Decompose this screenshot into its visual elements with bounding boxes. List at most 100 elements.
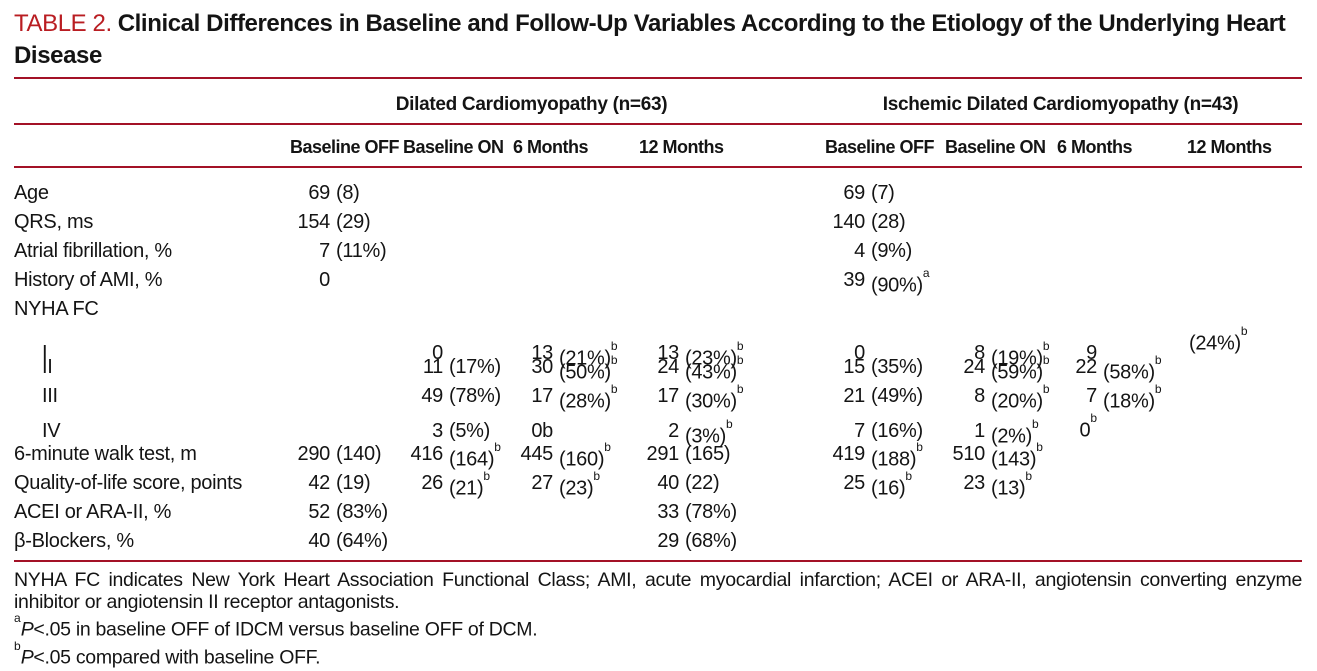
cell-paren: (13)b	[991, 469, 1033, 500]
group-header-idcm: Ischemic Dilated Cardiomyopathy (n=43)	[882, 94, 1239, 115]
footnote-a-marker: a	[14, 611, 21, 625]
column-header-dcm-6-months: 6 Months	[513, 137, 589, 157]
cell-paren: (19%)b	[991, 338, 1050, 370]
column-header-idcm-baseline-on: Baseline ON	[945, 137, 1046, 157]
cell-value: 22	[1075, 356, 1097, 378]
table-cell: 3 (5%)	[397, 417, 507, 446]
cell-paren: (5%)	[449, 419, 491, 442]
table-title: TABLE 2. Clinical Differences in Baseline…	[14, 0, 1302, 72]
cell-paren: (24%)b	[1189, 324, 1248, 355]
table-cell: 17 (30%)b	[633, 382, 779, 417]
cell-paren: (20%)b	[991, 382, 1050, 413]
table-row: III 49 (78%) 17 (28%)b 17 (30%)b 21 (49%) 8 (…	[14, 382, 1302, 413]
cell-value: 24	[963, 356, 985, 378]
table-cell: 0	[819, 339, 939, 368]
table-row: Atrial fibrillation, % 7 (11%) 4 (9%)	[14, 237, 1302, 266]
cell-value: 290	[297, 443, 331, 465]
cell-paren: (165)	[685, 443, 731, 465]
cell-paren: (21%)b	[559, 338, 618, 370]
column-header-dcm-baseline-on: Baseline ON	[403, 137, 504, 157]
cell-value: 11	[422, 356, 443, 378]
cell-value: 42	[308, 472, 330, 494]
table-cell: 29 (68%)	[633, 527, 779, 556]
cell-paren: (8)	[336, 182, 360, 204]
cell-paren: (17%)	[449, 356, 501, 378]
cell-paren: (18%)b	[1103, 382, 1162, 413]
table-cell: 24 (43%)b	[633, 353, 779, 388]
cell-value: 25	[843, 472, 865, 494]
table-cell: 510 (143)b	[939, 440, 1051, 475]
footnote-a-p: P	[20, 618, 34, 641]
table-cell: 140 (28)	[819, 208, 939, 237]
row-label: I	[42, 341, 48, 364]
table-cell: 39 (90%)a	[819, 266, 939, 301]
table-cell: 9	[1051, 339, 1181, 368]
cell-value: 69	[308, 182, 330, 204]
cell-value: 23	[963, 472, 985, 494]
cell-value: 0b	[531, 419, 553, 442]
footnote-a-text: <.05 in baseline OFF of IDCM versus base…	[33, 618, 538, 641]
table-cell: 40 (64%)	[284, 527, 397, 556]
cell-value: 17	[657, 385, 679, 407]
cell-paren: (16%)	[871, 419, 923, 442]
cell-paren: (160)b	[559, 440, 611, 471]
table-row: I 0 13 (21%)b 13 (23%)b 0 8 (19%)b 9 (24%)b	[14, 324, 1302, 369]
cell-paren: (140)	[336, 443, 382, 465]
cell-paren: (78%)	[449, 385, 501, 407]
divider-under-body	[14, 560, 1302, 562]
group-header-row: Dilated Cardiomyopathy (n=63) Ischemic D…	[14, 79, 1302, 123]
table-row: NYHA FC	[14, 295, 1302, 324]
cell-paren: (21)b	[449, 469, 491, 500]
table-cell: 7 (18%)b	[1051, 382, 1181, 417]
cell-value: 4	[854, 240, 865, 262]
cell-value: 8	[974, 341, 985, 364]
cell-value: 49	[421, 385, 443, 407]
cell-paren: (23)b	[559, 469, 601, 500]
table-cell: 0	[397, 339, 507, 368]
table-row: Quality-of-life score, points 42 (19) 26 (…	[14, 469, 1302, 500]
cell-value: 0	[432, 341, 443, 364]
cell-paren: (50%)b	[559, 353, 618, 384]
cell-value: 8	[974, 385, 985, 407]
table-cell: 27 (23)b	[507, 469, 633, 504]
cell-value: 40	[308, 530, 330, 552]
footnote-b-p: P	[20, 646, 34, 668]
row-label: Quality-of-life score, points	[14, 472, 243, 494]
table-cell: 69 (7)	[819, 179, 939, 208]
table-cell: 419 (188)b	[819, 440, 939, 475]
cell-value: 26	[421, 472, 443, 494]
footnote-abbreviations: NYHA FC indicates New York Heart Associa…	[14, 569, 1302, 613]
table-cell: 13 (23%)b	[633, 339, 779, 374]
table-cell: 13 (21%)b	[507, 339, 633, 374]
cell-value: 0	[854, 341, 865, 364]
cell-paren: (28)	[871, 211, 906, 233]
cell-paren: (29)	[336, 211, 371, 233]
cell-paren: (188)b	[871, 440, 923, 471]
group-header-dcm: Dilated Cardiomyopathy (n=63)	[395, 94, 668, 115]
table-cell: 22 (58%)b	[1051, 353, 1181, 388]
cell-paren: (30%)b	[685, 382, 744, 413]
cell-value: 0b	[1079, 411, 1097, 442]
cell-value: 9	[1086, 341, 1097, 364]
cell-value: 1	[974, 419, 985, 442]
row-label: β-Blockers, %	[14, 530, 134, 552]
row-label: QRS, ms	[14, 211, 94, 233]
cell-value: 7	[1086, 385, 1097, 407]
cell-value: 27	[531, 472, 553, 494]
cell-value: 69	[843, 182, 865, 204]
table-cell: 7 (16%)	[819, 417, 939, 446]
cell-paren: (3%)b	[685, 416, 733, 448]
cell-paren: (90%)a	[871, 266, 930, 297]
cell-paren: (9%)	[871, 240, 913, 262]
cell-paren: (28%)b	[559, 382, 618, 413]
cell-paren: (2%)b	[991, 416, 1039, 448]
table-cell: 26 (21)b	[397, 469, 507, 504]
cell-value: 154	[297, 211, 331, 233]
table-cell: 33 (78%)	[633, 498, 779, 527]
divider-under-groups	[14, 123, 1302, 125]
cell-value: 445	[520, 443, 554, 465]
cell-paren: (164)b	[449, 440, 501, 471]
table-cell: 21 (49%)	[819, 382, 939, 411]
cell-value: 17	[531, 385, 553, 407]
cell-value: 416	[410, 443, 444, 465]
